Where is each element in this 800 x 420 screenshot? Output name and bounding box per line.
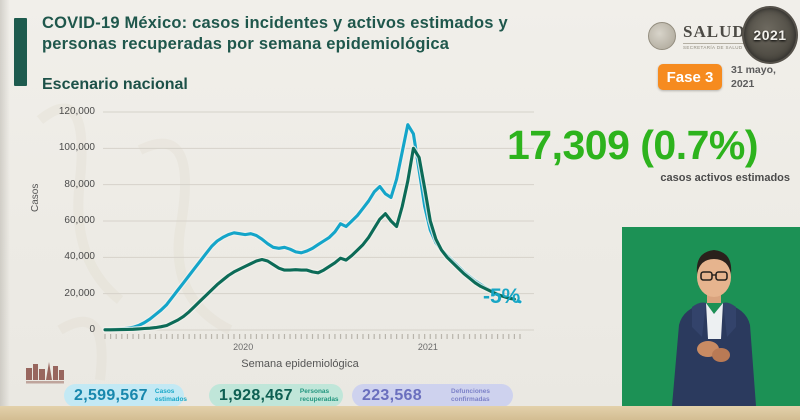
stat-pill-confirmed-deaths: 223,568 Defunciones confirmadas: [352, 384, 513, 407]
stat-pill-recovered: 1,928,467 Personas recuperadas: [209, 384, 343, 407]
x-axis-year-label: 2020: [233, 342, 254, 352]
government-seal-icon: [648, 22, 676, 50]
badge-2021-label: 2021: [753, 27, 787, 43]
y-axis-tick-label: 120,000: [58, 106, 95, 117]
title-line-2: personas recuperadas por semana epidemio…: [42, 35, 450, 54]
chart-canvas: [102, 111, 534, 339]
y-axis-tick-label: 60,000: [64, 215, 95, 226]
stat-label: Defunciones confirmadas: [451, 388, 491, 403]
bottom-accent-strip: [0, 406, 800, 420]
edge-vignette: [0, 0, 10, 420]
y-axis-tick-label: 20,000: [64, 287, 95, 299]
title-line-1: COVID-19 México: casos incidentes y acti…: [42, 14, 508, 32]
conference-logo: [26, 362, 64, 384]
stat-value: 223,568: [362, 386, 422, 404]
y-axis-tick-label: 80,000: [64, 178, 95, 190]
interpreter-figure: [622, 227, 800, 406]
active-cases-highlight-label: casos activos estimados: [660, 172, 790, 184]
stat-pill-estimated-cases: 2,599,567 Casos estimados: [64, 384, 188, 407]
y-axis-tick-label: 100,000: [58, 142, 95, 154]
trend-annotation: -5%: [483, 285, 521, 308]
title-accent-bar: [14, 18, 27, 86]
date-label: 31 mayo, 2021: [731, 64, 776, 90]
active-cases-highlight: 17,309 (0.7%): [506, 122, 759, 168]
y-axis-tick-label: 40,000: [64, 251, 95, 263]
stat-label: Personas recuperadas: [299, 388, 339, 403]
x-axis-title: Semana epidemiológica: [241, 358, 359, 370]
commemorative-2021-badge: 2021: [742, 6, 798, 64]
page-title: COVID-19 México: casos incidentes y acti…: [42, 13, 642, 55]
stat-value: 1,928,467: [219, 386, 293, 404]
salud-sublabel: SECRETARÍA DE SALUD: [683, 43, 746, 50]
y-axis-title: Casos: [30, 183, 41, 212]
stat-label: Casos estimados: [154, 388, 188, 403]
sign-language-interpreter-video: [622, 227, 800, 406]
page-subtitle: Escenario nacional: [42, 76, 188, 93]
epidemic-curve-chart: 0 20,000 40,000 60,000 80,000 100,000 120,000 …: [59, 106, 540, 370]
x-axis-year-label: 2021: [417, 342, 438, 352]
salud-logo: SALUD SECRETARÍA DE SALUD: [648, 22, 746, 50]
y-axis-tick-label: 0: [89, 324, 95, 335]
phase-badge: Fase 3: [658, 64, 722, 90]
stat-value: 2,599,567: [74, 386, 148, 404]
salud-wordmark: SALUD: [683, 22, 746, 41]
